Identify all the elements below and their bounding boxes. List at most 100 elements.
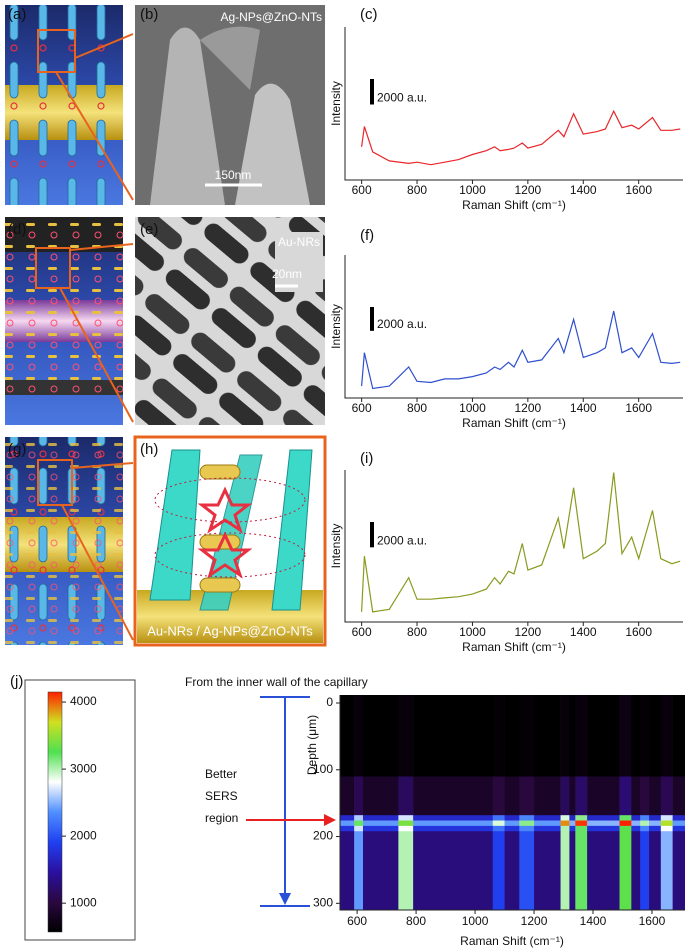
heatmap-cell bbox=[569, 820, 576, 827]
scale-bar-label: 20nm bbox=[272, 267, 302, 281]
heatmap-cell bbox=[340, 825, 355, 832]
heatmap-cell bbox=[534, 820, 561, 827]
scale-bar-label: 2000 a.u. bbox=[377, 317, 427, 331]
heatmap-cell bbox=[413, 695, 494, 777]
spectrum-line bbox=[361, 472, 681, 613]
heatmap-cell bbox=[619, 820, 632, 827]
heatmap-cell bbox=[560, 831, 570, 911]
image-caption: Au-NRs bbox=[278, 235, 320, 249]
x-axis-label: Raman Shift (cm⁻¹) bbox=[462, 198, 566, 212]
heatmap-cell bbox=[660, 776, 673, 816]
heatmap-cell bbox=[619, 695, 632, 777]
heatmap-cell bbox=[504, 825, 520, 832]
heatmap-cell bbox=[640, 820, 650, 827]
heatmap-cell bbox=[354, 776, 364, 816]
x-tick-label: 600 bbox=[352, 183, 372, 197]
y-axis-label: Intensity bbox=[329, 81, 343, 126]
heatmap-cell bbox=[649, 815, 662, 821]
spectrum-line bbox=[361, 310, 681, 390]
colorbar-tick-label: 1000 bbox=[70, 895, 97, 909]
schematic-a bbox=[5, 5, 134, 205]
heatmap-cell bbox=[649, 695, 662, 777]
scale-bar-label: 2000 a.u. bbox=[377, 534, 427, 548]
heatmap-cell bbox=[640, 825, 650, 832]
heatmap-cell bbox=[575, 820, 588, 827]
image-caption: Ag-NPs@ZnO-NTs bbox=[220, 10, 322, 24]
heatmap-cell bbox=[587, 825, 620, 832]
heatmap-cell bbox=[672, 820, 685, 827]
heatmap-cell bbox=[560, 825, 570, 832]
x-tick-label: 600 bbox=[352, 625, 372, 639]
annotation: Better bbox=[205, 767, 237, 781]
heatmap-cell bbox=[519, 831, 535, 911]
heatmap-cell bbox=[519, 815, 535, 821]
heatmap-cell bbox=[398, 776, 414, 816]
panel-label: (g) bbox=[8, 441, 26, 458]
annotation: region bbox=[205, 811, 238, 825]
heatmap-cell bbox=[631, 831, 641, 911]
panel-label: (d) bbox=[8, 221, 26, 238]
heatmap-cell bbox=[492, 831, 505, 911]
axis-line bbox=[344, 27, 683, 181]
heatmap-cell bbox=[660, 820, 673, 827]
heatmap-cell bbox=[587, 831, 620, 911]
annotation: From the inner wall of the capillary bbox=[185, 675, 368, 689]
x-tick-label: 1400 bbox=[580, 914, 607, 928]
heatmap-cell bbox=[575, 815, 588, 821]
heatmap-cell bbox=[354, 815, 364, 821]
heatmap-cell bbox=[649, 776, 662, 816]
heatmap-cell bbox=[363, 815, 399, 821]
heatmap-cell bbox=[575, 776, 588, 816]
x-tick-label: 1200 bbox=[515, 401, 542, 415]
x-tick-label: 1000 bbox=[462, 914, 489, 928]
heatmap-cell bbox=[354, 831, 364, 911]
x-tick-label: 1000 bbox=[459, 183, 486, 197]
heatmap-cell bbox=[619, 831, 632, 911]
y-tick-label: 0 bbox=[326, 695, 333, 709]
y-tick-label: 300 bbox=[313, 895, 333, 909]
heatmap-cell bbox=[363, 695, 399, 777]
heatmap-cell bbox=[413, 820, 494, 827]
x-tick-label: 800 bbox=[407, 401, 427, 415]
heatmap-cell bbox=[340, 695, 355, 777]
heatmap-cell bbox=[619, 815, 632, 821]
image-caption: Au-NRs / Ag-NPs@ZnO-NTs bbox=[147, 623, 313, 638]
colorbar-tick-label: 2000 bbox=[70, 828, 97, 842]
heatmap-cell bbox=[519, 825, 535, 832]
heatmap-cell bbox=[398, 820, 414, 827]
heatmap-cell bbox=[672, 831, 685, 911]
heatmap-cell bbox=[398, 695, 414, 777]
panel-label: (c) bbox=[360, 6, 378, 23]
y-axis-label: Depth (μm) bbox=[305, 715, 319, 775]
heatmap-cell bbox=[575, 831, 588, 911]
heatmap-cell bbox=[560, 820, 570, 827]
heatmap-cell bbox=[534, 825, 561, 832]
x-axis-label: Raman Shift (cm⁻¹) bbox=[462, 416, 566, 430]
colorbar-frame bbox=[24, 679, 136, 941]
x-tick-label: 800 bbox=[407, 625, 427, 639]
spectrum-line bbox=[361, 109, 681, 166]
panel-label: (f) bbox=[360, 227, 374, 244]
heatmap-cell bbox=[660, 825, 673, 832]
x-tick-label: 1000 bbox=[459, 401, 486, 415]
heatmap-cell bbox=[587, 820, 620, 827]
heatmap-cell bbox=[363, 820, 399, 827]
heatmap-cell bbox=[492, 825, 505, 832]
schematic-g bbox=[5, 437, 134, 645]
heatmap-cell bbox=[398, 831, 414, 911]
heatmap-cell bbox=[649, 820, 662, 827]
heatmap-cell bbox=[363, 776, 399, 816]
colorbar bbox=[47, 691, 63, 933]
heatmap-cell bbox=[560, 695, 570, 777]
heatmap-cell bbox=[492, 815, 505, 821]
heatmap-cell bbox=[631, 776, 641, 816]
heatmap-cell bbox=[340, 776, 355, 816]
x-tick-label: 1400 bbox=[570, 183, 597, 197]
annotation: SERS bbox=[205, 789, 238, 803]
axis-line bbox=[344, 255, 683, 399]
axis-line bbox=[339, 695, 685, 911]
x-tick-label: 800 bbox=[407, 183, 427, 197]
heatmap-cell bbox=[631, 815, 641, 821]
colorbar-tick-label: 4000 bbox=[70, 694, 97, 708]
